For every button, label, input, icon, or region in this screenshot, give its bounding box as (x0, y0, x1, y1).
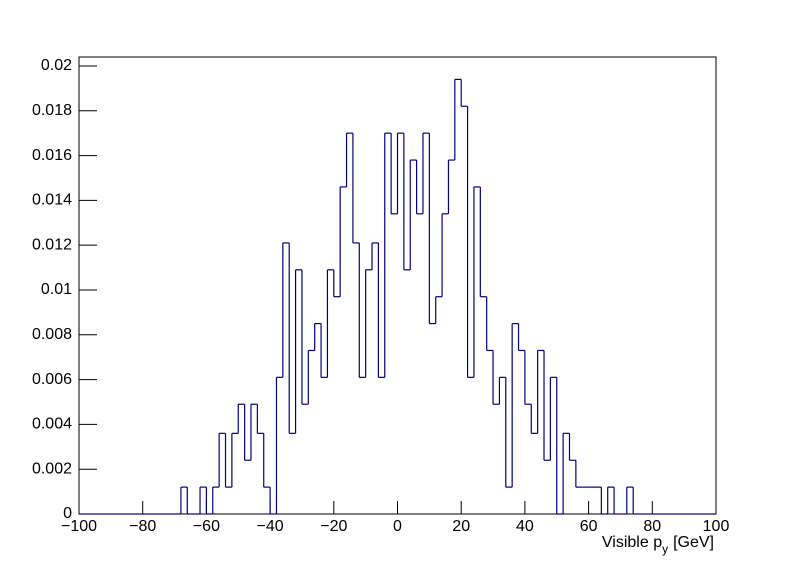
y-tick-label: 0.008 (32, 326, 72, 343)
x-tick-label: 0 (393, 518, 402, 535)
y-tick-label: 0.012 (32, 236, 72, 253)
y-tick-label: 0.02 (41, 57, 72, 74)
y-tick-label: 0.01 (41, 281, 72, 298)
x-label-text: Visible p (602, 534, 662, 551)
x-label-unit: [GeV] (673, 534, 714, 551)
y-tick-label: 0.014 (32, 192, 72, 209)
y-tick-label: 0.016 (32, 147, 72, 164)
y-tick-label: 0.002 (32, 460, 72, 477)
y-tick-label: 0.004 (32, 416, 72, 433)
x-tick-label: 100 (703, 518, 730, 535)
x-tick-label: −60 (193, 518, 220, 535)
x-tick-label: 80 (643, 518, 661, 535)
x-label-subscript: y (662, 542, 668, 556)
y-tick-label: 0.018 (32, 102, 72, 119)
x-tick-label: −40 (257, 518, 284, 535)
x-tick-label: 60 (580, 518, 598, 535)
y-tick-label: 0 (63, 505, 72, 522)
x-tick-label: −100 (61, 518, 97, 535)
y-tick-label: 0.006 (32, 371, 72, 388)
x-tick-label: 20 (452, 518, 470, 535)
x-tick-label: −80 (129, 518, 156, 535)
x-tick-label: 40 (516, 518, 534, 535)
x-axis-label: Visible py [GeV] (602, 534, 714, 556)
x-tick-label: −20 (320, 518, 347, 535)
